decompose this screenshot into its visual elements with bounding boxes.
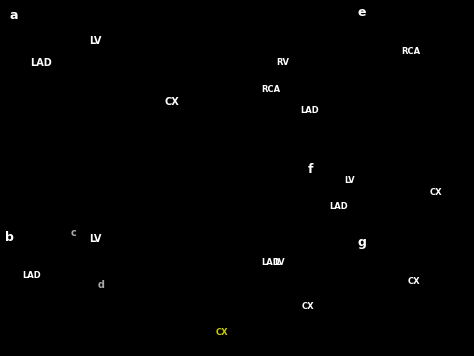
Text: c: c bbox=[71, 229, 76, 239]
Text: f: f bbox=[308, 163, 313, 176]
Text: CX: CX bbox=[407, 277, 420, 286]
Text: RCA: RCA bbox=[401, 47, 421, 56]
Text: CX: CX bbox=[301, 302, 314, 311]
Text: d: d bbox=[98, 280, 105, 290]
Text: LV: LV bbox=[344, 176, 355, 185]
Text: LAD: LAD bbox=[330, 202, 348, 211]
Text: LV: LV bbox=[90, 234, 102, 244]
Text: LAD: LAD bbox=[301, 106, 319, 115]
Text: b: b bbox=[5, 231, 13, 244]
Text: CX: CX bbox=[165, 97, 180, 107]
Text: LV: LV bbox=[274, 258, 284, 267]
Text: CX: CX bbox=[429, 188, 442, 197]
Text: CX: CX bbox=[215, 328, 228, 337]
Text: g: g bbox=[358, 236, 367, 250]
Text: LAD: LAD bbox=[261, 258, 280, 267]
Text: a: a bbox=[9, 9, 18, 22]
Text: RV: RV bbox=[276, 58, 289, 67]
Text: RCA: RCA bbox=[262, 84, 281, 94]
Text: LAD: LAD bbox=[30, 58, 52, 68]
Text: e: e bbox=[358, 6, 366, 20]
Text: LV: LV bbox=[90, 36, 102, 46]
Text: LAD: LAD bbox=[22, 271, 41, 280]
